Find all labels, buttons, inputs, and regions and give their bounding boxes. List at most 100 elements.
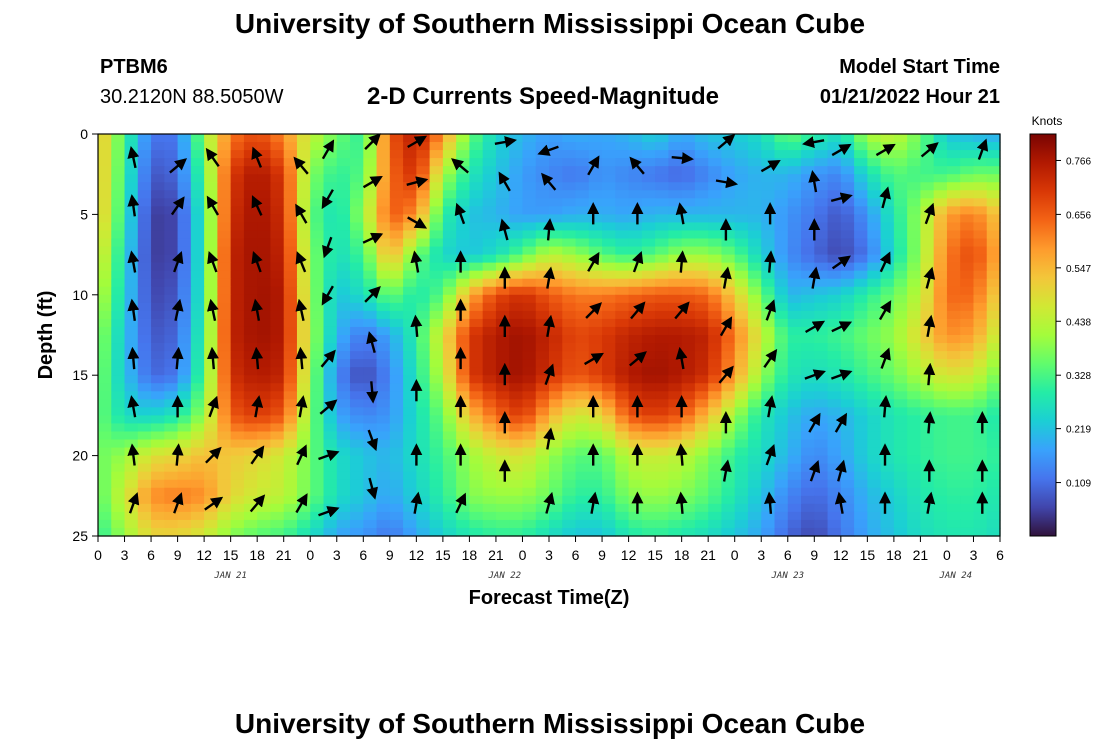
heatmap-cell (721, 503, 736, 513)
heatmap-cell (336, 174, 351, 183)
heatmap-cell (350, 230, 364, 240)
heatmap-cell (137, 302, 152, 312)
heatmap-cell (98, 302, 112, 312)
heatmap-cell (628, 335, 643, 344)
heatmap-cell (111, 150, 126, 159)
heatmap-cell (549, 463, 563, 473)
heatmap-cell (270, 439, 285, 449)
heatmap-cell (190, 527, 205, 537)
heatmap-cell (602, 407, 616, 416)
heatmap-cell (190, 463, 205, 473)
heatmap-cell (747, 302, 762, 312)
heatmap-cell (655, 294, 669, 304)
heatmap-cell (814, 343, 829, 352)
heatmap-cell (893, 238, 908, 248)
heatmap-cell (761, 391, 776, 400)
heatmap-cell (628, 399, 643, 408)
heatmap-cell (257, 503, 272, 513)
heatmap-cell (602, 431, 616, 441)
heatmap-cell (482, 302, 497, 312)
heatmap-cell (482, 262, 497, 272)
heatmap-cell (880, 214, 895, 224)
heatmap-cell (734, 455, 749, 465)
heatmap-cell (164, 375, 179, 384)
heatmap-cell (602, 367, 616, 376)
heatmap-cell (310, 206, 325, 215)
heatmap-cell (986, 326, 1001, 336)
heatmap-cell (482, 286, 497, 296)
heatmap-cell (257, 262, 272, 272)
heatmap-cell (522, 246, 537, 256)
heatmap-cell (655, 407, 669, 416)
heatmap-cell (641, 230, 656, 240)
heatmap-cell (495, 142, 510, 151)
heatmap-cell (389, 487, 404, 497)
heatmap-cell (840, 262, 855, 272)
heatmap-cell (230, 375, 245, 384)
heatmap-cell (429, 399, 444, 408)
current-vector-arrow (319, 399, 338, 415)
heatmap-cell (933, 182, 948, 191)
heatmap-cell (204, 383, 218, 392)
speed-heatmap (98, 134, 1001, 537)
heatmap-cell (694, 302, 709, 312)
current-vector-arrow (831, 255, 851, 270)
heatmap-cell (549, 399, 563, 408)
heatmap-cell (602, 262, 616, 272)
heatmap-cell (827, 399, 842, 408)
heatmap-cell (350, 463, 364, 473)
heatmap-cell (933, 375, 948, 384)
heatmap-cell (681, 415, 696, 425)
heatmap-cell (734, 447, 749, 457)
heatmap-cell (230, 359, 245, 368)
heatmap-cell (867, 423, 882, 433)
heatmap-cell (482, 359, 497, 368)
heatmap-cell (429, 351, 444, 360)
heatmap-cell (111, 407, 126, 416)
heatmap-cell (243, 214, 258, 224)
heatmap-cell (562, 166, 577, 175)
heatmap-cell (681, 198, 696, 207)
heatmap-cell (137, 351, 152, 360)
heatmap-cell (535, 134, 550, 143)
heatmap-cell (164, 278, 179, 288)
heatmap-cell (442, 246, 457, 256)
heatmap-cell (602, 479, 616, 489)
heatmap-cell (522, 270, 537, 280)
heatmap-cell (111, 230, 126, 240)
heatmap-cell (230, 447, 245, 457)
heatmap-cell (907, 238, 922, 248)
heatmap-cell (814, 246, 829, 256)
heatmap-cell (814, 214, 829, 224)
heatmap-cell (416, 262, 431, 272)
heatmap-cell (734, 150, 749, 159)
heatmap-cell (243, 383, 258, 392)
heatmap-cell (177, 471, 192, 481)
heatmap-cell (283, 367, 298, 376)
current-vector-arrow (830, 369, 853, 381)
heatmap-cell (827, 527, 842, 537)
current-vector-arrow (808, 460, 821, 482)
current-vector-arrow (541, 172, 557, 191)
heatmap-cell (111, 391, 126, 400)
heatmap-cell (230, 206, 245, 215)
heatmap-cell (363, 471, 378, 481)
current-vector-arrow (410, 314, 423, 338)
heatmap-cell (893, 391, 908, 400)
current-vector-arrow (808, 412, 821, 433)
heatmap-cell (747, 198, 762, 207)
heatmap-cell (495, 463, 510, 473)
heatmap-cell (933, 471, 948, 481)
heatmap-cell (920, 158, 935, 167)
current-vector-arrow (717, 134, 736, 150)
heatmap-cell (655, 415, 669, 425)
heatmap-cell (893, 455, 908, 465)
heatmap-cell (681, 142, 696, 151)
heatmap-cell (827, 383, 842, 392)
heatmap-cell (615, 166, 630, 175)
heatmap-cell (827, 134, 842, 143)
heatmap-cell (655, 447, 669, 457)
heatmap-cell (177, 511, 192, 521)
heatmap-cell (111, 503, 126, 513)
